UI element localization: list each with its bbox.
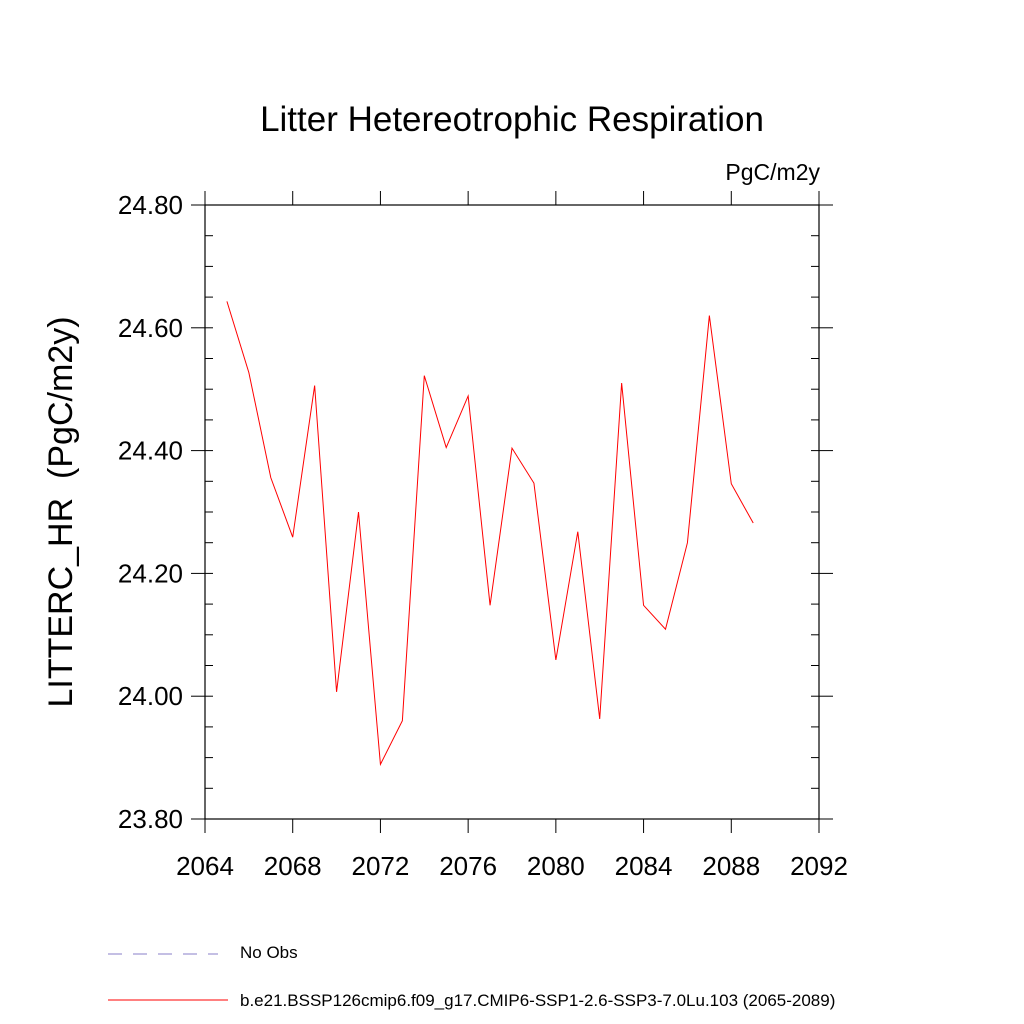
x-tick-label: 2076: [439, 851, 497, 881]
x-tick-label: 2080: [527, 851, 585, 881]
y-axis-label: LITTERC_HR (PgC/m2y): [42, 316, 80, 707]
x-tick-label: 2084: [615, 851, 673, 881]
legend-solid-line-icon: [108, 999, 228, 1001]
plot-frame: [204, 204, 820, 820]
y-tick-label: 24.80: [118, 190, 183, 220]
legend-dashed-line-icon: [108, 953, 218, 955]
series-layer: [226, 301, 754, 767]
legend-entry-no-obs: [108, 944, 218, 964]
x-tick-label: 2068: [264, 851, 322, 881]
x-axis: 2064 2068 2072 2076 2080 2084 2088 2092: [176, 191, 848, 881]
y-tick-label: 24.40: [118, 436, 183, 466]
legend-label-model: b.e21.BSSP126cmip6.f09_g17.CMIP6-SSP1-2.…: [240, 991, 836, 1010]
y-axis: 23.80 24.00 24.20 24.40 24.60 24.80: [118, 190, 833, 834]
y-tick-label: 24.60: [118, 313, 183, 343]
x-tick-label: 2064: [176, 851, 234, 881]
x-tick-label: 2088: [702, 851, 760, 881]
x-tick-label: 2092: [790, 851, 848, 881]
y-tick-label: 24.00: [118, 681, 183, 711]
x-tick-label: 2072: [352, 851, 410, 881]
units-label: PgC/m2y: [725, 159, 820, 185]
y-tick-label: 23.80: [118, 804, 183, 834]
chart-title: Litter Hetereotrophic Respiration: [260, 100, 764, 139]
series-line: [226, 301, 754, 767]
legend-entry-model: [108, 990, 228, 1010]
legend-label-no-obs: No Obs: [240, 943, 298, 962]
y-tick-label: 24.20: [118, 558, 183, 588]
